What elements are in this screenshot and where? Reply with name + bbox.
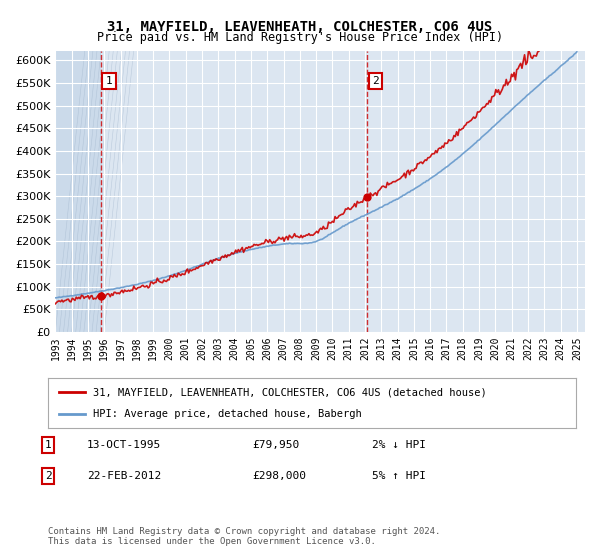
Text: 31, MAYFIELD, LEAVENHEATH, COLCHESTER, CO6 4US: 31, MAYFIELD, LEAVENHEATH, COLCHESTER, C…: [107, 20, 493, 34]
Text: Price paid vs. HM Land Registry's House Price Index (HPI): Price paid vs. HM Land Registry's House …: [97, 31, 503, 44]
Text: 1: 1: [44, 440, 52, 450]
Text: 2% ↓ HPI: 2% ↓ HPI: [372, 440, 426, 450]
Text: 2: 2: [372, 76, 379, 86]
Text: 5% ↑ HPI: 5% ↑ HPI: [372, 471, 426, 481]
Text: £79,950: £79,950: [252, 440, 299, 450]
Text: 31, MAYFIELD, LEAVENHEATH, COLCHESTER, CO6 4US (detached house): 31, MAYFIELD, LEAVENHEATH, COLCHESTER, C…: [93, 387, 487, 397]
Text: 1: 1: [106, 76, 112, 86]
Text: 22-FEB-2012: 22-FEB-2012: [87, 471, 161, 481]
Text: 2: 2: [44, 471, 52, 481]
Text: 13-OCT-1995: 13-OCT-1995: [87, 440, 161, 450]
Text: £298,000: £298,000: [252, 471, 306, 481]
Text: Contains HM Land Registry data © Crown copyright and database right 2024.
This d: Contains HM Land Registry data © Crown c…: [48, 526, 440, 546]
Text: HPI: Average price, detached house, Babergh: HPI: Average price, detached house, Babe…: [93, 409, 362, 419]
